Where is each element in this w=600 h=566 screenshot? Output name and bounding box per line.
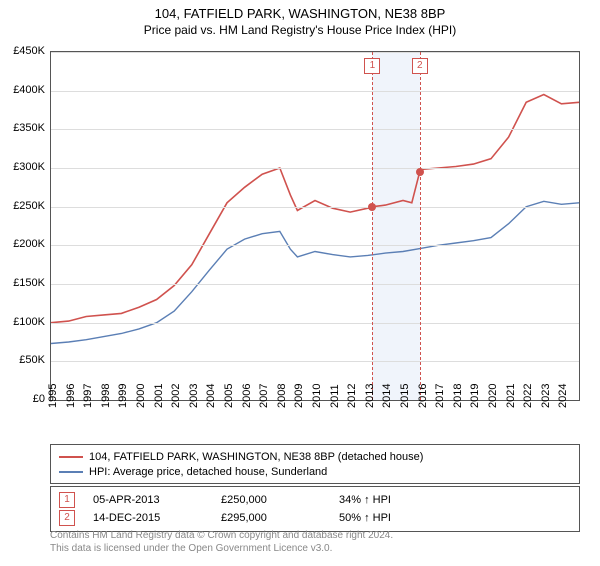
marker-label-box: 1	[364, 58, 380, 74]
x-axis-label: 2013	[364, 384, 376, 408]
x-axis-label: 2009	[293, 384, 305, 408]
x-axis-label: 2020	[487, 384, 499, 408]
price-marker-dot	[416, 168, 424, 176]
chart-container: 104, FATFIELD PARK, WASHINGTON, NE38 8BP…	[0, 6, 600, 566]
x-axis-label: 2004	[205, 384, 217, 408]
legend-row: HPI: Average price, detached house, Sund…	[59, 464, 571, 479]
y-axis-label: £150K	[13, 277, 45, 289]
price-marker-dot	[368, 203, 376, 211]
transaction-delta: 34% ↑ HPI	[339, 494, 391, 506]
x-axis-label: 2017	[434, 384, 446, 408]
y-axis-label: £300K	[13, 161, 45, 173]
x-axis-label: 2021	[505, 384, 517, 408]
x-axis-label: 2007	[258, 384, 270, 408]
legend-swatch	[59, 471, 83, 473]
legend-label: 104, FATFIELD PARK, WASHINGTON, NE38 8BP…	[89, 451, 423, 463]
x-axis-label: 2003	[188, 384, 200, 408]
transaction-price: £295,000	[221, 512, 321, 524]
marker-vline	[420, 52, 421, 400]
x-axis-label: 2024	[557, 384, 569, 408]
y-axis-label: £250K	[13, 200, 45, 212]
x-axis-label: 2018	[452, 384, 464, 408]
x-axis-label: 2015	[399, 384, 411, 408]
legend-swatch	[59, 456, 83, 458]
plot-area: 12	[50, 51, 580, 401]
y-axis-label: £450K	[13, 45, 45, 57]
y-axis-label: £50K	[19, 354, 45, 366]
x-axis-label: 2010	[311, 384, 323, 408]
gridline	[51, 52, 579, 53]
footer-line2: This data is licensed under the Open Gov…	[50, 542, 393, 555]
gridline	[51, 129, 579, 130]
transaction-number-box: 2	[59, 510, 75, 526]
y-axis-label: £350K	[13, 122, 45, 134]
x-axis-label: 2019	[469, 384, 481, 408]
gridline	[51, 91, 579, 92]
y-axis-label: £100K	[13, 316, 45, 328]
gridline	[51, 207, 579, 208]
y-axis-label: £0	[33, 393, 45, 405]
gridline	[51, 323, 579, 324]
x-axis-label: 1996	[65, 384, 77, 408]
x-axis-label: 2000	[135, 384, 147, 408]
marker-vline	[372, 52, 373, 400]
x-axis-label: 1997	[82, 384, 94, 408]
transaction-delta: 50% ↑ HPI	[339, 512, 391, 524]
transaction-date: 14-DEC-2015	[93, 512, 203, 524]
y-axis-label: £400K	[13, 84, 45, 96]
x-axis-label: 2005	[223, 384, 235, 408]
x-axis-label: 1998	[100, 384, 112, 408]
x-axis-label: 2002	[170, 384, 182, 408]
transactions-table: 1 05-APR-2013 £250,000 34% ↑ HPI 2 14-DEC-201…	[50, 486, 580, 532]
x-axis-label: 2001	[153, 384, 165, 408]
legend-label: HPI: Average price, detached house, Sund…	[89, 466, 327, 478]
transaction-row: 1 05-APR-2013 £250,000 34% ↑ HPI	[59, 491, 571, 509]
footer-text: Contains HM Land Registry data © Crown c…	[50, 529, 393, 555]
transaction-number-box: 1	[59, 492, 75, 508]
x-axis-label: 2014	[381, 384, 393, 408]
x-axis-label: 2011	[329, 384, 341, 408]
transaction-date: 05-APR-2013	[93, 494, 203, 506]
gridline	[51, 168, 579, 169]
gridline	[51, 284, 579, 285]
x-axis-label: 1999	[117, 384, 129, 408]
x-axis-label: 1995	[47, 384, 59, 408]
transaction-row: 2 14-DEC-2015 £295,000 50% ↑ HPI	[59, 509, 571, 527]
legend-row: 104, FATFIELD PARK, WASHINGTON, NE38 8BP…	[59, 449, 571, 464]
gridline	[51, 361, 579, 362]
gridline	[51, 245, 579, 246]
chart-title: 104, FATFIELD PARK, WASHINGTON, NE38 8BP	[0, 6, 600, 21]
x-axis-label: 2016	[417, 384, 429, 408]
y-axis-label: £200K	[13, 238, 45, 250]
x-axis-label: 2023	[540, 384, 552, 408]
marker-label-box: 2	[412, 58, 428, 74]
x-axis-label: 2006	[241, 384, 253, 408]
x-axis-label: 2012	[346, 384, 358, 408]
footer-line1: Contains HM Land Registry data © Crown c…	[50, 529, 393, 542]
x-axis-label: 2008	[276, 384, 288, 408]
legend: 104, FATFIELD PARK, WASHINGTON, NE38 8BP…	[50, 444, 580, 484]
chart-svg	[51, 52, 579, 400]
transaction-price: £250,000	[221, 494, 321, 506]
x-axis-label: 2022	[522, 384, 534, 408]
chart-subtitle: Price paid vs. HM Land Registry's House …	[0, 23, 600, 37]
